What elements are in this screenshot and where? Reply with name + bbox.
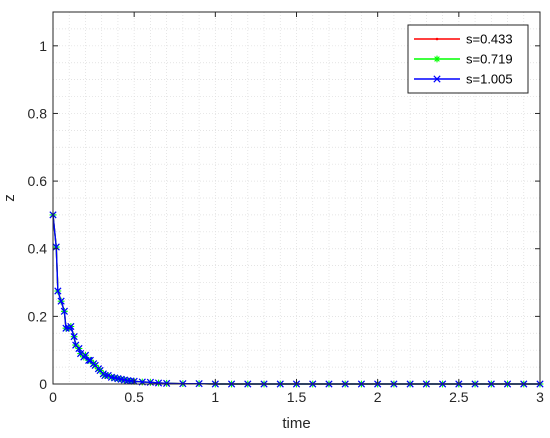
y-tick-label: 1 [39,38,47,54]
x-tick-label: 1.5 [287,389,307,405]
data-point [154,379,163,387]
data-point [57,297,65,305]
y-tick-label: 0.2 [28,308,48,324]
data-point [54,287,62,295]
legend-label: s=0.719 [466,52,513,67]
data-point [62,324,70,332]
legend-entry: s=1.005 [414,72,513,87]
y-tick-label: 0.8 [28,105,48,121]
y-tick-label: 0.4 [28,241,48,257]
y-tick-label: 0.6 [28,173,48,189]
legend-label: s=0.433 [466,32,513,47]
x-tick-label: 3 [536,389,544,405]
x-tick-label: 0.5 [124,389,144,405]
x-tick-label: 1 [211,389,219,405]
grid [53,12,540,384]
legend-marker [433,75,441,83]
data-point [163,379,171,387]
legend-entry: s=0.719 [414,52,513,67]
legend-label: s=1.005 [466,72,513,87]
data-point [60,307,68,315]
legend-marker [435,37,439,41]
legend-marker [433,55,441,63]
x-tick-label: 2 [374,389,382,405]
data-point [70,333,78,341]
legend: s=0.433 s=0.719 s=1.005 [407,24,529,94]
axis-ticks: 0 0.5 1 1.5 2 2.5 3 0 0.2 0.4 0.6 0.8 1 [28,12,544,405]
x-tick-label: 2.5 [449,389,469,405]
y-tick-label: 0 [39,376,47,392]
data-point [85,356,93,364]
data-point [75,344,83,353]
x-axis-title: time [282,415,310,432]
x-tick-label: 0 [49,389,57,405]
data-point [101,371,109,380]
y-axis-title: z [1,194,18,202]
legend-entry: s=0.433 [414,32,513,47]
data-point [67,322,75,331]
